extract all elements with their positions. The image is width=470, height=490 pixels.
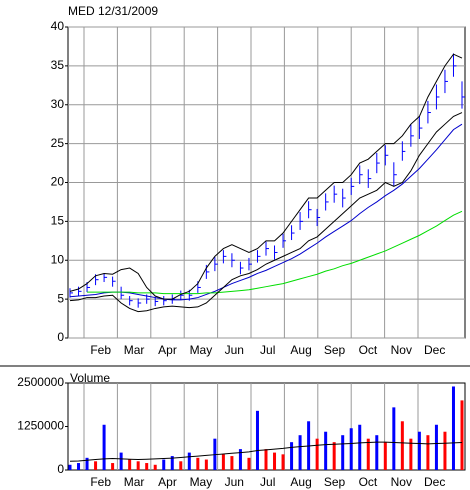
volume-bar — [102, 424, 106, 470]
volume-bar — [238, 449, 242, 470]
volume-bar — [264, 449, 268, 470]
volume-bar — [281, 454, 285, 470]
volume-bar — [196, 457, 200, 470]
overlay-line — [69, 112, 463, 313]
volume-bar — [409, 438, 413, 470]
volume-bar — [324, 431, 328, 470]
volume-bar — [119, 452, 123, 470]
volume-bar — [230, 456, 234, 470]
x-tick-label: May — [190, 475, 213, 489]
y-tick-label: 2500000 — [17, 375, 64, 389]
volume-bar — [111, 463, 115, 470]
y-tick-label: 15 — [51, 214, 65, 228]
volume-bar — [426, 435, 430, 470]
y-tick-label: 0 — [57, 330, 64, 344]
y-tick-label: 1250000 — [17, 419, 64, 433]
chart-title: MED 12/31/2009 — [68, 4, 158, 18]
x-tick-label: Dec — [424, 343, 445, 357]
x-tick-label: Feb — [90, 475, 111, 489]
volume-bar — [349, 428, 353, 470]
volume-bar — [290, 442, 294, 470]
x-tick-label: May — [190, 343, 213, 357]
x-tick-label: Sep — [324, 475, 346, 489]
volume-bar — [187, 452, 191, 470]
volume-bar — [400, 421, 404, 470]
x-tick-label: Dec — [424, 475, 445, 489]
overlay-line — [69, 441, 463, 462]
x-tick-label: Oct — [359, 475, 378, 489]
overlay-line — [69, 53, 463, 300]
volume-bar — [273, 452, 277, 470]
y-tick-label: 25 — [51, 136, 65, 150]
x-tick-label: Apr — [158, 343, 177, 357]
volume-bar — [358, 424, 362, 470]
x-tick-label: Jul — [260, 343, 275, 357]
x-tick-label: Feb — [90, 343, 111, 357]
x-tick-label: Sep — [324, 343, 346, 357]
x-tick-label: Apr — [158, 475, 177, 489]
volume-bar — [341, 435, 345, 470]
volume-bar — [451, 386, 455, 470]
y-tick-label: 30 — [51, 97, 65, 111]
volume-bar — [392, 407, 396, 470]
volume-bar — [136, 461, 140, 470]
volume-bar — [298, 435, 302, 470]
volume-bar — [221, 454, 225, 470]
x-tick-label: Nov — [391, 343, 412, 357]
x-tick-label: Nov — [391, 475, 412, 489]
volume-bar — [255, 410, 259, 470]
y-tick-label: 10 — [51, 252, 65, 266]
volume-bar — [128, 459, 132, 470]
x-tick-label: Aug — [290, 343, 311, 357]
volume-bar — [460, 400, 464, 470]
volume-bar — [434, 424, 438, 470]
y-tick-label: 35 — [51, 58, 65, 72]
y-tick-label: 20 — [51, 175, 65, 189]
y-tick-label: 40 — [51, 19, 65, 33]
x-tick-label: Jul — [260, 475, 275, 489]
volume-bar — [145, 463, 149, 470]
volume-bar — [179, 461, 183, 470]
x-tick-label: Mar — [124, 475, 145, 489]
volume-bar — [77, 463, 81, 470]
volume-bar — [247, 457, 251, 470]
volume-bar — [383, 442, 387, 470]
x-tick-label: Aug — [290, 475, 311, 489]
overlay-line — [87, 210, 463, 295]
x-tick-label: Oct — [359, 343, 378, 357]
volume-bar — [366, 438, 370, 470]
volume-bar — [375, 435, 379, 470]
volume-bar — [204, 459, 208, 470]
volume-bar — [417, 431, 421, 470]
volume-title: Volume — [70, 371, 110, 385]
volume-bar — [85, 457, 89, 470]
overlay-line — [69, 123, 463, 301]
volume-bar — [443, 431, 447, 470]
volume-bar — [68, 464, 72, 470]
y-tick-label: 0 — [57, 462, 64, 476]
volume-bar — [153, 464, 157, 470]
volume-bar — [332, 442, 336, 470]
volume-bar — [94, 461, 98, 470]
volume-bar — [162, 459, 166, 470]
x-tick-label: Jun — [225, 343, 244, 357]
x-tick-label: Mar — [124, 343, 145, 357]
y-tick-label: 5 — [57, 291, 64, 305]
volume-bar — [315, 438, 319, 470]
volume-bar — [170, 456, 174, 470]
x-tick-label: Jun — [225, 475, 244, 489]
